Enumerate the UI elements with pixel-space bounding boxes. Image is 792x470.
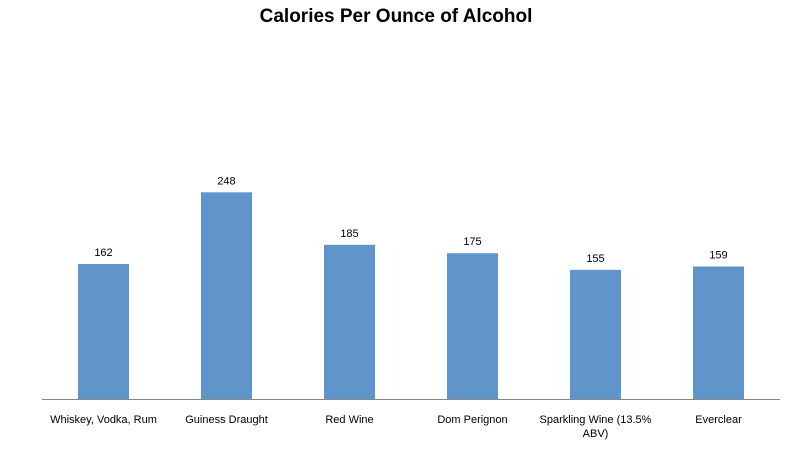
data-label-2: 248 [217,175,235,187]
x-tick-label-3: Red Wine [325,414,373,426]
data-label-1: 162 [94,247,112,259]
x-tick-labels-group: Whiskey, Vodka, Rum Guiness Draught Red Wi… [50,414,742,440]
bar-4 [447,253,498,399]
data-label-6: 159 [709,250,727,262]
data-label-3: 185 [340,228,358,240]
x-tick-label-6: Everclear [695,414,742,426]
x-tick-label-1: Whiskey, Vodka, Rum [50,414,157,426]
bar-5 [570,269,621,399]
data-labels-group: 162 248 185 175 155 159 [94,175,727,264]
bar-1 [78,264,129,399]
x-tick-label-2: Guiness Draught [185,414,268,426]
bar-3 [324,244,375,399]
data-label-4: 175 [463,236,481,248]
data-label-5: 155 [586,253,604,265]
bar-6 [693,266,744,399]
bar-2 [201,192,252,399]
x-tick-label-5: Sparkling Wine (13.5% ABV) [540,414,652,440]
chart-title: Calories Per Ounce of Alcohol [260,6,533,27]
bars-group [78,192,744,399]
x-tick-label-4: Dom Perignon [437,414,507,426]
